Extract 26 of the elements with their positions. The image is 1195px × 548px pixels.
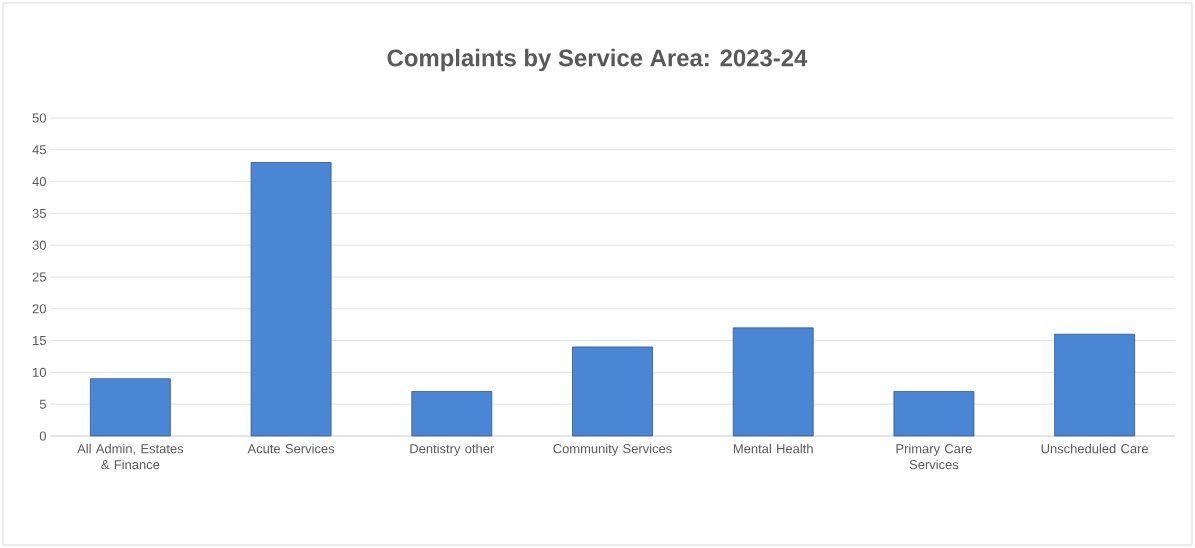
y-tick-label: 15 bbox=[33, 336, 46, 346]
bar bbox=[411, 391, 493, 437]
y-tick-label: 0 bbox=[39, 431, 46, 441]
x-tick-label: Primary Care Services bbox=[896, 443, 972, 470]
y-tick-label: 25 bbox=[32, 272, 46, 282]
y-tick-label: 45 bbox=[32, 145, 46, 155]
y-tick-label: 35 bbox=[32, 208, 46, 218]
bar bbox=[893, 391, 975, 437]
bar bbox=[89, 378, 171, 437]
bar bbox=[1054, 333, 1136, 437]
y-tick-label: 20 bbox=[32, 304, 46, 314]
y-tick-label: 30 bbox=[32, 240, 46, 250]
x-tick-label: Dentistry other bbox=[410, 443, 495, 456]
x-tick-label: Unscheduled Care bbox=[1041, 443, 1149, 454]
chart-title: Complaints by Service Area: 2023-24 bbox=[387, 48, 808, 72]
y-tick-label: 10 bbox=[33, 367, 46, 377]
x-tick-label: Acute Services bbox=[247, 443, 335, 454]
y-tick-label: 5 bbox=[39, 399, 46, 409]
y-tick-label: 50 bbox=[32, 113, 46, 123]
bar bbox=[732, 327, 814, 437]
x-tick-label: All Admin, Estates & Finance bbox=[77, 443, 184, 470]
bar bbox=[572, 346, 653, 437]
y-tick-label: 40 bbox=[32, 177, 46, 187]
x-tick-label: Mental Health bbox=[733, 443, 813, 454]
x-tick-label: Community Services bbox=[553, 443, 672, 456]
bar bbox=[250, 162, 332, 437]
